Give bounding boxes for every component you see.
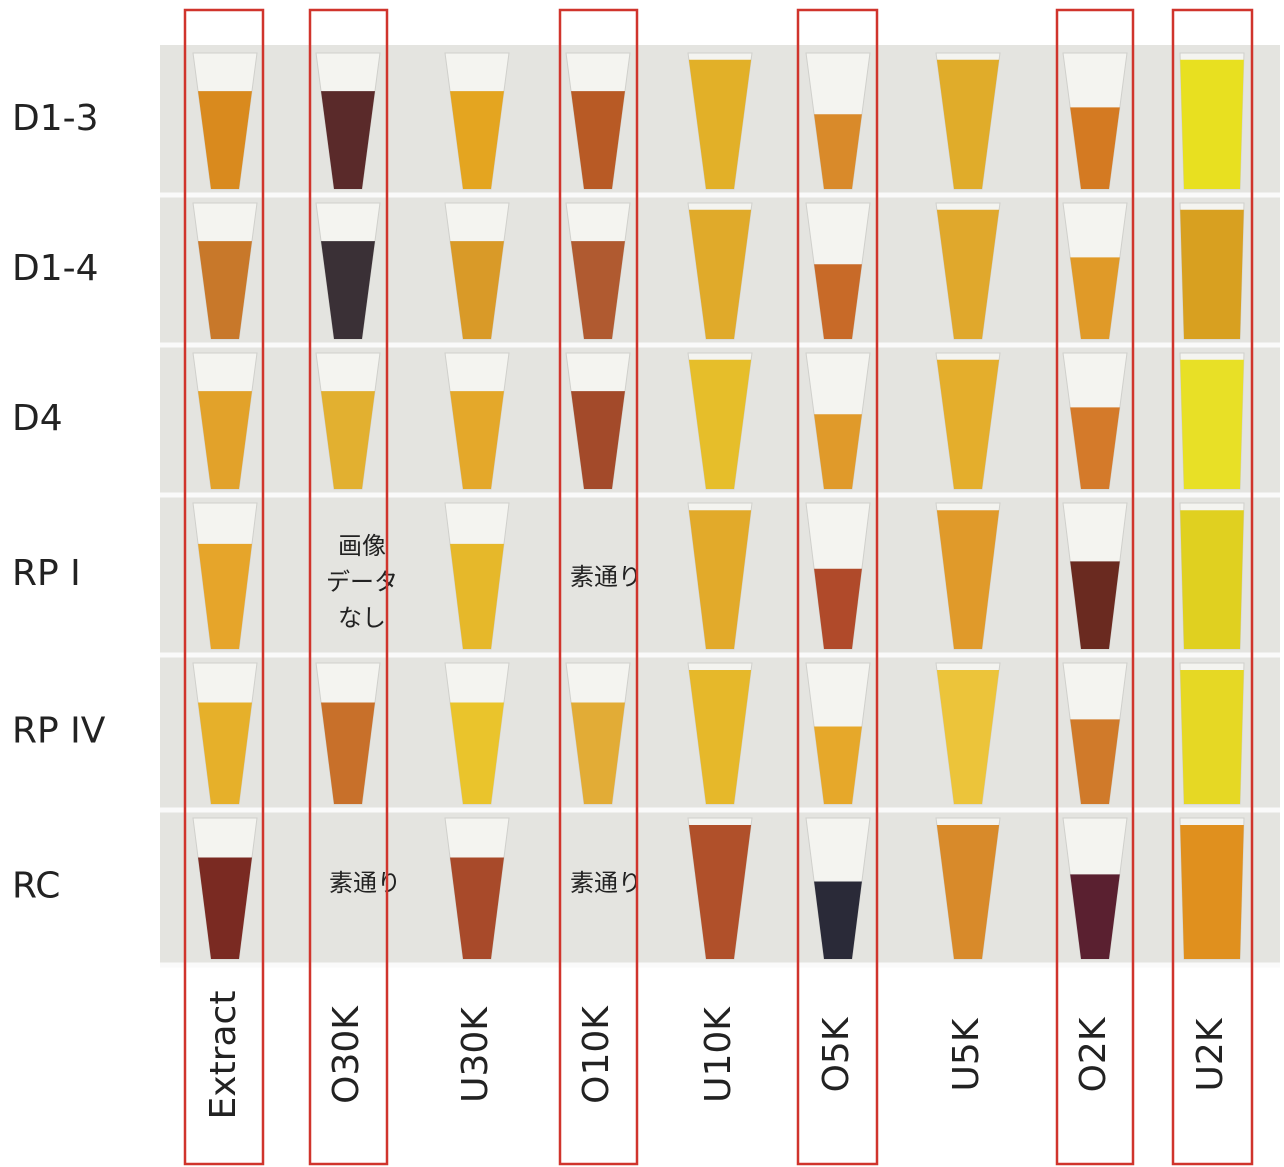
annotation: なし	[338, 604, 386, 632]
figure: D1-3 D1-4 D4 RP I RP IV RC Extract O30K U30K O10K…	[0, 0, 1284, 1167]
column-label: O30K	[326, 1005, 367, 1104]
row-label: D4	[12, 398, 63, 439]
row-label: D1-4	[12, 248, 99, 289]
annotation: 素通り	[329, 869, 401, 897]
column-label: O10K	[576, 1005, 617, 1104]
liquid	[1180, 360, 1244, 489]
column-label: Extract	[203, 991, 244, 1120]
liquid	[1180, 825, 1244, 959]
liquid	[1180, 510, 1244, 649]
liquid	[1180, 60, 1244, 189]
column-label: O5K	[816, 1016, 857, 1092]
annotation: 素通り	[570, 563, 642, 591]
column-label: O2K	[1073, 1016, 1114, 1092]
annotation: 素通り	[570, 869, 642, 897]
row-label: D1-3	[12, 98, 99, 139]
column-label: U10K	[698, 1006, 739, 1103]
liquid	[1180, 670, 1244, 804]
column-label: U5K	[946, 1017, 987, 1091]
row-label: RC	[12, 866, 60, 907]
column-label: U30K	[455, 1006, 496, 1103]
row-label: RP IV	[12, 711, 106, 752]
row-label: RP I	[12, 553, 81, 594]
annotation: 画像	[338, 532, 386, 560]
column-label: U2K	[1190, 1017, 1231, 1091]
liquid	[1180, 210, 1244, 339]
